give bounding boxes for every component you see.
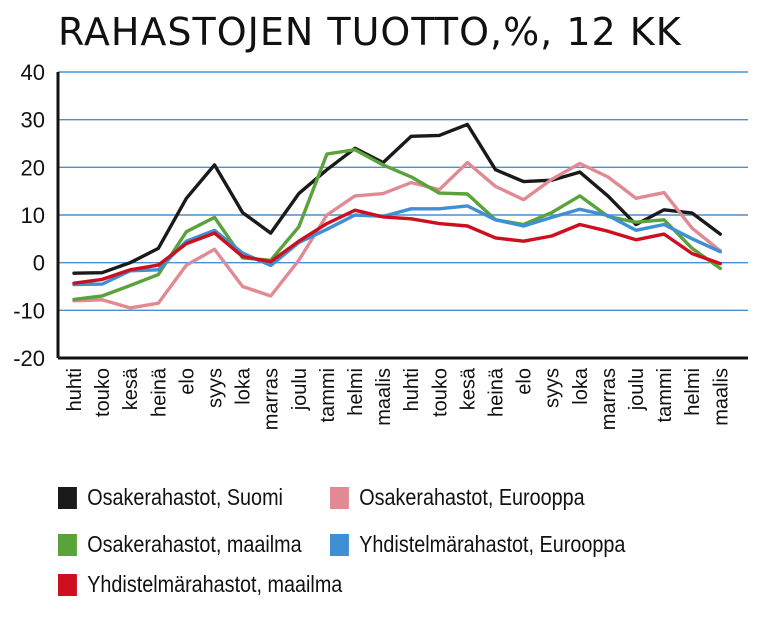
y-tick-label: 40: [21, 60, 45, 85]
x-tick-label: syys: [542, 368, 564, 408]
x-tick-labels: huhti touko kesä heinä elo syys loka marras joul…: [64, 367, 732, 430]
y-tick-label: 0: [33, 251, 45, 276]
x-tick-label: heinä: [486, 367, 508, 417]
y-tick-label: 20: [21, 155, 45, 180]
series-line-4: [72, 208, 722, 285]
x-tick-label: syys: [205, 368, 227, 408]
x-tick-label: touko: [429, 368, 451, 417]
x-tick-label: maalis: [373, 368, 395, 426]
x-tick-label: touko: [92, 368, 114, 417]
x-tick-label: marras: [261, 368, 283, 430]
series-line-1: [72, 160, 722, 310]
series-layer: [72, 122, 722, 310]
y-tick-label: 10: [21, 203, 45, 228]
y-tick-label: -10: [13, 298, 45, 323]
x-tick-label: tammi: [317, 368, 339, 422]
x-tick-label: joulu: [289, 368, 311, 411]
x-tick-label: huhti: [64, 368, 86, 411]
x-tick-label: heinä: [148, 367, 170, 417]
x-tick-label: marras: [598, 368, 620, 430]
x-tick-label: joulu: [626, 368, 648, 411]
x-tick-label: kesä: [120, 367, 142, 410]
x-tick-label: elo: [176, 368, 198, 395]
x-tick-label: kesä: [457, 367, 479, 410]
y-tick-label: 30: [21, 108, 45, 133]
x-tick-label: elo: [514, 368, 536, 395]
axis-layer: [56, 72, 748, 360]
x-tick-label: helmi: [345, 368, 367, 416]
y-tick-labels: -20 -10 0 10 20 30 40: [13, 60, 45, 371]
chart-title: RAHASTOJEN TUOTTO,%, 12 KK: [58, 10, 682, 54]
x-tick-label: huhti: [401, 368, 423, 411]
y-tick-label: -20: [13, 346, 45, 371]
x-tick-label: loka: [570, 367, 592, 405]
series-line-0: [72, 122, 722, 275]
x-tick-label: maalis: [710, 368, 732, 426]
grid-layer: [58, 71, 748, 312]
x-tick-label: helmi: [682, 368, 704, 416]
x-tick-label: tammi: [654, 368, 676, 422]
x-tick-label: loka: [233, 367, 255, 405]
